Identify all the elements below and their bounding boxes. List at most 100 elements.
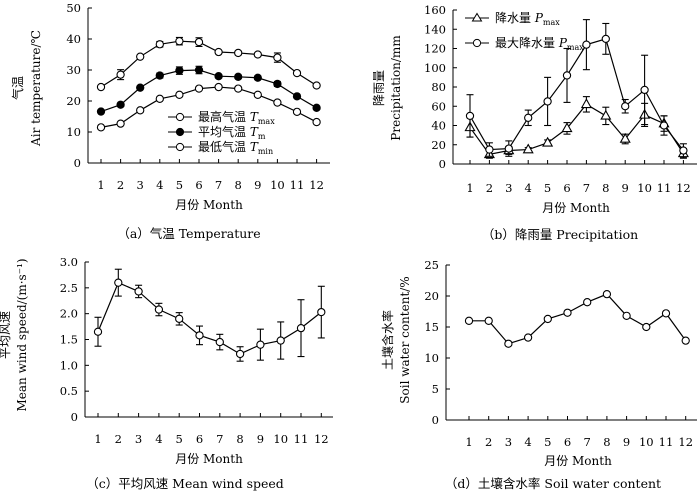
panel-b-xtick-label: 8 xyxy=(602,181,609,195)
panel-d-xtick-label: 5 xyxy=(544,435,551,449)
data-point xyxy=(312,103,321,112)
data-point xyxy=(292,92,302,101)
data-point xyxy=(234,72,243,81)
data-point xyxy=(253,50,262,59)
panel-c-y-ticks: 0 0.5 1.0 1.5 2.0 2.5 3.0 xyxy=(60,255,89,424)
panel-c-ytick-label: 2.5 xyxy=(60,281,78,295)
panel-c-xtick-label: 9 xyxy=(257,432,264,446)
data-point xyxy=(116,119,125,128)
panel-d-xlabel: 月份 Month xyxy=(544,454,612,468)
legend-tmin-label: 最低气温 Tmin xyxy=(198,139,273,156)
panel-a-ytick-label: 30 xyxy=(66,63,81,77)
panel-c-xtick-label: 3 xyxy=(135,432,142,446)
data-point xyxy=(235,349,245,359)
panel-a-xtick-label: 6 xyxy=(195,178,202,192)
data-point xyxy=(312,117,321,127)
panel-b-ylabel-zh: 降雨量 xyxy=(372,70,386,106)
panel-a-ytick-label: 20 xyxy=(66,94,81,108)
data-point xyxy=(619,132,631,143)
panel-a-ylabel-en: Air temperature/℃ xyxy=(29,30,43,147)
panel-d-ytick-label: 20 xyxy=(424,289,439,303)
panel-d-axes xyxy=(445,265,697,421)
panel-d-ytick-label: 25 xyxy=(424,258,439,272)
panel-b-ytick-label: 100 xyxy=(424,61,446,75)
panel-b-xtick-label: 11 xyxy=(657,181,672,195)
data-point xyxy=(543,97,552,106)
panel-d-ytick-label: 10 xyxy=(424,351,439,365)
data-point xyxy=(681,336,690,345)
panel-b-caption: （b）降雨量 Precipitation xyxy=(482,227,638,242)
data-point xyxy=(194,84,204,93)
data-point xyxy=(96,107,106,116)
panel-b-legend: 降水量 Pmax 最大降水量 Pmax xyxy=(465,11,584,52)
data-point xyxy=(542,136,554,147)
data-point xyxy=(273,79,282,89)
panel-b-xlabel: 月份 Month xyxy=(542,201,610,215)
panel-b-xtick-label: 1 xyxy=(466,181,473,195)
data-point xyxy=(234,48,243,58)
data-point xyxy=(562,71,572,80)
data-point xyxy=(582,40,591,49)
series-line xyxy=(100,40,317,88)
panel-b-xtick-label: 4 xyxy=(525,181,532,195)
data-point xyxy=(642,322,651,332)
legend-tm-label: 平均气温 Tm xyxy=(198,124,266,141)
data-point xyxy=(465,111,475,121)
data-point xyxy=(253,90,262,99)
panel-a-ylabel-zh: 气温 xyxy=(10,76,25,100)
data-point xyxy=(214,72,223,81)
data-point xyxy=(234,84,243,93)
legend-maxprecip-label: 最大降水量 Pmax xyxy=(495,36,584,52)
data-point xyxy=(296,323,306,333)
panel-c-xlabel: 月份 Month xyxy=(175,452,243,466)
data-point xyxy=(602,289,612,299)
panel-b-xtick-label: 6 xyxy=(563,181,570,195)
data-point xyxy=(600,109,612,120)
data-point xyxy=(292,68,302,78)
panel-c-ytick-label: 0.5 xyxy=(60,384,78,398)
panel-a-series-2 xyxy=(96,82,321,132)
data-point xyxy=(561,122,573,133)
legend-tmax-label: 最高气温 Tmax xyxy=(198,109,275,126)
data-point xyxy=(194,65,204,75)
data-point xyxy=(256,340,265,349)
panel-a-series-1 xyxy=(96,65,321,116)
panel-d-xtick-label: 10 xyxy=(639,435,654,449)
data-point xyxy=(136,83,145,92)
panel-d-caption: （d）土壤含水率 Soil water content xyxy=(445,476,661,491)
panel-b-ytick-label: 60 xyxy=(431,99,446,113)
panel-a-xtick-label: 7 xyxy=(215,178,222,192)
panel-d-xtick-label: 8 xyxy=(603,435,610,449)
panel-c-xtick-label: 7 xyxy=(216,432,223,446)
panel-d-xtick-label: 11 xyxy=(659,435,674,449)
data-point xyxy=(679,146,688,155)
panel-d-xtick-label: 3 xyxy=(505,435,512,449)
data-point xyxy=(93,327,103,336)
series-line xyxy=(469,103,684,156)
panel-d-ytick-label: 0 xyxy=(432,413,439,427)
panel-c-ylabel-zh: 平均风速 xyxy=(0,311,12,359)
panel-c-ytick-label: 1.0 xyxy=(60,358,78,372)
data-point xyxy=(175,314,184,323)
data-point xyxy=(96,82,106,92)
panel-a-xtick-label: 3 xyxy=(137,178,144,192)
panel-c-xtick-label: 1 xyxy=(94,432,101,446)
panel-c-ytick-label: 1.5 xyxy=(60,333,78,347)
data-point xyxy=(195,331,204,340)
panel-b-xtick-label: 2 xyxy=(486,181,493,195)
panel-a-x-ticks: 1 2 3 4 5 6 7 8 9 10 11 12 xyxy=(97,159,324,192)
data-point xyxy=(134,287,143,296)
panel-b-plot-area xyxy=(464,19,689,159)
panel-b-ytick-label: 160 xyxy=(424,3,446,17)
data-point xyxy=(136,106,145,115)
panel-a-plot-area xyxy=(96,36,321,132)
data-point xyxy=(464,316,474,325)
panel-d-ylabel-en: Soil water content/% xyxy=(398,276,412,403)
data-point xyxy=(116,100,125,109)
panel-c-xtick-label: 2 xyxy=(115,432,122,446)
panel-c-wind-speed: 00.51.01.52.02.53.0 1 2 3 4 5 6 7 8 9 10 11 12 平均风速… xyxy=(0,255,333,491)
panel-a-xtick-label: 10 xyxy=(270,178,285,192)
